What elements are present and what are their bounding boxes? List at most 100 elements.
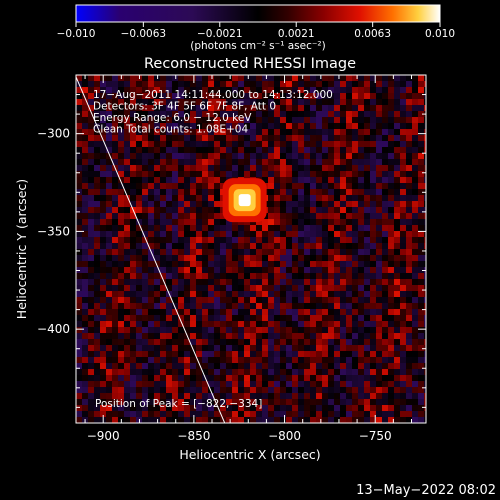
colorbar-tick-label: 0.0063 (354, 28, 391, 40)
heatmap-cell (124, 255, 130, 261)
heatmap-cell (208, 291, 214, 297)
heatmap-cell (208, 285, 214, 291)
heatmap-cell (280, 129, 286, 135)
heatmap-cell (244, 267, 250, 273)
heatmap-cell (202, 273, 208, 279)
heatmap-cell (322, 243, 328, 249)
heatmap-cell (400, 105, 406, 111)
heatmap-cell (88, 255, 94, 261)
heatmap-cell (298, 195, 304, 201)
colorbar-tick-label: −0.0063 (121, 28, 167, 40)
heatmap-cell (322, 225, 328, 231)
heatmap-cell (178, 171, 184, 177)
heatmap-cell (340, 165, 346, 171)
heatmap-cell (370, 183, 376, 189)
heatmap-cell (130, 375, 136, 381)
heatmap-cell (124, 75, 130, 81)
heatmap-cell (142, 357, 148, 363)
heatmap-cell (256, 351, 262, 357)
heatmap-cell (334, 339, 340, 345)
heatmap-cell (280, 207, 286, 213)
heatmap-cell (328, 309, 334, 315)
heatmap-cell (160, 111, 166, 117)
heatmap-cell (376, 201, 382, 207)
heatmap-cell (190, 147, 196, 153)
heatmap-cell (100, 249, 106, 255)
heatmap-cell (382, 333, 388, 339)
heatmap-cell (406, 303, 412, 309)
heatmap-cell (76, 147, 82, 153)
heatmap-cell (400, 381, 406, 387)
heatmap-cell (352, 309, 358, 315)
heatmap-cell (154, 285, 160, 291)
heatmap-cell (160, 315, 166, 321)
heatmap-cell (94, 81, 100, 87)
heatmap-cell (358, 111, 364, 117)
heatmap-cell (412, 327, 418, 333)
heatmap-cell (238, 411, 244, 417)
heatmap-cell (160, 207, 166, 213)
heatmap-cell (274, 267, 280, 273)
heatmap-cell (328, 315, 334, 321)
heatmap-cell (238, 291, 244, 297)
heatmap-cell (142, 381, 148, 387)
heatmap-cell (340, 117, 346, 123)
heatmap-cell (220, 213, 226, 219)
heatmap-cell (196, 213, 202, 219)
heatmap-cell (418, 135, 424, 141)
heatmap-cell (244, 303, 250, 309)
heatmap-cell (190, 231, 196, 237)
heatmap-cell (202, 417, 208, 423)
heatmap-cell (226, 279, 232, 285)
heatmap-cell (226, 303, 232, 309)
heatmap-cell (172, 75, 178, 81)
heatmap-cell (232, 321, 238, 327)
heatmap-cell (370, 381, 376, 387)
heatmap-cell (202, 111, 208, 117)
heatmap-cell (220, 171, 226, 177)
heatmap-cell (352, 231, 358, 237)
heatmap-cell (232, 387, 238, 393)
heatmap-cell (310, 285, 316, 291)
heatmap-cell (226, 405, 232, 411)
heatmap-cell (388, 303, 394, 309)
heatmap-cell (286, 267, 292, 273)
heatmap-cell (226, 231, 232, 237)
heatmap-cell (256, 411, 262, 417)
heatmap-cell (292, 411, 298, 417)
heatmap-cell (196, 321, 202, 327)
heatmap-cell (172, 219, 178, 225)
heatmap-cell (94, 171, 100, 177)
heatmap-cell (400, 351, 406, 357)
heatmap-cell (148, 117, 154, 123)
heatmap-cell (82, 105, 88, 111)
heatmap-cell (412, 195, 418, 201)
heatmap-cell (220, 117, 226, 123)
heatmap-cell (400, 75, 406, 81)
heatmap-cell (364, 309, 370, 315)
heatmap-cell (412, 201, 418, 207)
heatmap-cell (202, 399, 208, 405)
heatmap-cell (310, 75, 316, 81)
heatmap-cell (196, 219, 202, 225)
heatmap-cell (400, 327, 406, 333)
heatmap-cell (292, 87, 298, 93)
heatmap-cell (394, 141, 400, 147)
heatmap-cell (400, 135, 406, 141)
heatmap-cell (88, 123, 94, 129)
heatmap-cell (268, 117, 274, 123)
heatmap-cell (88, 327, 94, 333)
heatmap-cell (250, 303, 256, 309)
heatmap-cell (316, 375, 322, 381)
heatmap-cell (400, 291, 406, 297)
heatmap-cell (412, 81, 418, 87)
heatmap-cell (304, 243, 310, 249)
heatmap-cell (172, 207, 178, 213)
heatmap-cell (166, 369, 172, 375)
heatmap-cell (196, 93, 202, 99)
heatmap-cell (346, 363, 352, 369)
heatmap-cell (250, 231, 256, 237)
heatmap-cell (124, 315, 130, 321)
heatmap-cell (358, 321, 364, 327)
heatmap-cell (160, 285, 166, 291)
